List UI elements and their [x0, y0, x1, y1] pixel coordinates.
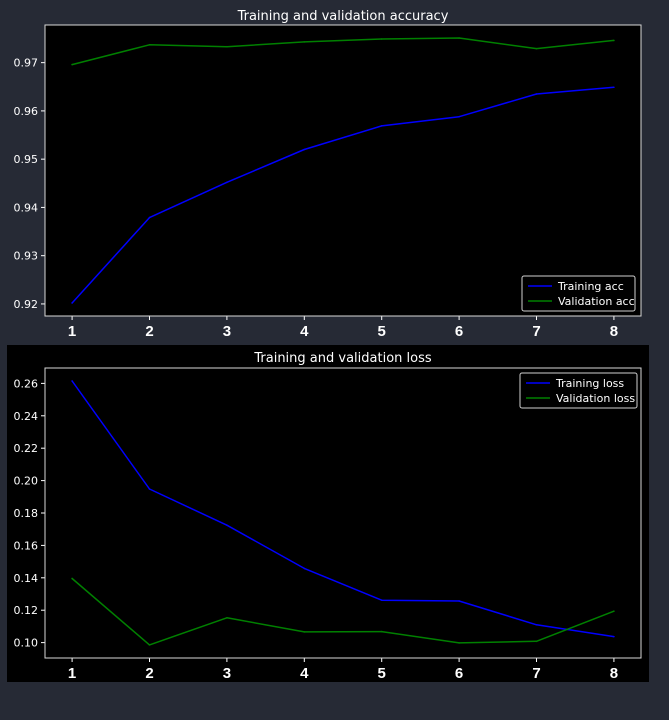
data-point	[380, 38, 383, 40]
data-point	[458, 642, 460, 644]
data-point	[303, 567, 306, 570]
data-point	[303, 41, 306, 43]
y-tick-label: 0.12	[14, 604, 39, 617]
data-point	[613, 86, 615, 89]
data-point	[458, 37, 460, 39]
x-tick-label: 6	[455, 665, 463, 682]
data-point	[535, 623, 538, 626]
y-tick-label: 0.16	[14, 539, 39, 552]
x-tick-label: 3	[223, 323, 231, 338]
series-line-training-acc	[71, 86, 614, 304]
data-point	[303, 148, 306, 151]
data-point	[71, 380, 73, 382]
x-tick-label: 5	[378, 323, 386, 338]
x-tick-label: 4	[300, 323, 309, 338]
plot-area	[45, 25, 641, 316]
x-tick-label: 1	[68, 323, 76, 338]
y-tick-label: 0.93	[14, 250, 39, 263]
data-point	[226, 617, 228, 619]
legend-label: Validation loss	[556, 392, 635, 405]
data-point	[226, 45, 228, 48]
data-point	[458, 115, 460, 118]
loss-chart: Training and validation loss 0.10 0.12 0.14…	[14, 351, 642, 682]
y-tick-label: 0.95	[14, 153, 39, 166]
x-tick-label: 3	[223, 665, 231, 682]
data-point	[458, 600, 460, 602]
data-point	[148, 488, 151, 490]
data-point	[535, 93, 538, 95]
data-point	[226, 524, 228, 526]
y-tick-label: 0.24	[14, 410, 39, 423]
data-point	[535, 47, 538, 50]
plot-frame	[44, 24, 642, 317]
x-tick-label: 2	[145, 665, 153, 682]
series-line-validation-loss	[71, 577, 615, 646]
x-tick-label: 1	[68, 665, 76, 682]
chart-title: Training and validation accuracy	[237, 9, 449, 24]
y-tick-label: 0.94	[14, 201, 39, 214]
loss-figure: Training and validation loss 0.10 0.12 0.14…	[7, 345, 649, 682]
x-tick-label: 7	[532, 323, 540, 338]
data-point	[613, 635, 615, 638]
x-tick-label: 8	[610, 323, 618, 338]
accuracy-figure: Training and validation accuracy 0.92 0.93…	[7, 0, 649, 338]
x-tick-label: 6	[455, 323, 463, 338]
y-tick-label: 0.14	[14, 572, 39, 585]
data-point	[380, 125, 383, 127]
data-point	[71, 63, 73, 66]
data-point	[380, 630, 383, 633]
y-tick-label: 0.10	[14, 637, 39, 650]
chart-title: Training and validation loss	[253, 351, 431, 366]
data-point	[71, 302, 73, 304]
x-tick-label: 4	[300, 665, 309, 682]
legend-label: Training loss	[555, 377, 624, 390]
data-point	[535, 640, 538, 643]
x-tick-label: 7	[532, 665, 540, 682]
x-tick-label: 5	[378, 665, 386, 682]
data-point	[303, 631, 306, 633]
legend-label: Validation acc	[558, 295, 635, 308]
y-tick-label: 0.96	[14, 105, 39, 118]
plot-area	[45, 368, 641, 658]
legend-box	[519, 372, 638, 409]
data-point	[148, 43, 151, 46]
y-tick-label: 0.20	[14, 475, 39, 488]
x-tick-label: 2	[145, 323, 153, 338]
data-point	[226, 181, 228, 184]
data-point	[71, 577, 73, 580]
y-tick-label: 0.92	[14, 298, 39, 311]
data-point	[613, 610, 615, 612]
legend-label: Training acc	[557, 280, 624, 293]
y-tick-label: 0.97	[14, 57, 39, 70]
series-line-training-loss	[71, 380, 615, 638]
data-point	[148, 644, 151, 646]
legend-box	[521, 275, 636, 312]
x-tick-label: 8	[610, 665, 618, 682]
y-tick-label: 0.18	[14, 507, 39, 520]
plot-frame	[44, 367, 642, 659]
data-point	[380, 599, 383, 601]
y-tick-label: 0.22	[14, 442, 39, 455]
data-point	[148, 216, 151, 219]
data-point	[613, 39, 615, 42]
accuracy-chart: Training and validation accuracy 0.92 0.93…	[14, 9, 642, 338]
series-line-validation-acc	[71, 37, 614, 66]
y-tick-label: 0.26	[14, 377, 39, 390]
